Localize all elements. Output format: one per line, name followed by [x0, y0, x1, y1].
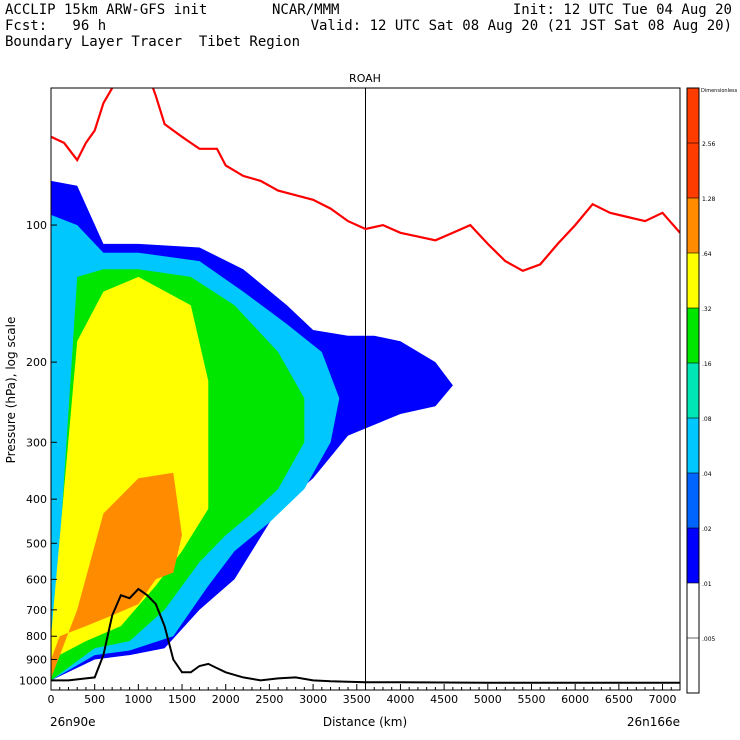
y-tick-label: 700 — [26, 604, 47, 617]
y-tick-label: 300 — [26, 436, 47, 449]
colorbar-level-label: .005 — [702, 636, 716, 643]
colorbar-level-label: .32 — [702, 306, 712, 313]
colorbar-swatch — [687, 363, 699, 418]
colorbar-title: Dimensionless — [701, 88, 738, 94]
x-tick-label: 2500 — [255, 693, 283, 706]
y-tick-label: 600 — [26, 573, 47, 586]
y-tick-label: 1000 — [19, 674, 47, 687]
colorbar-level-label: 2.56 — [702, 141, 716, 148]
x-tick-label: 7000 — [649, 693, 677, 706]
x-tick-label: 4500 — [430, 693, 458, 706]
x-tick-label: 6000 — [561, 693, 589, 706]
y-tick-label: 200 — [26, 356, 47, 369]
y-tick-label: 500 — [26, 537, 47, 550]
y-axis-label: Pressure (hPa), log scale — [4, 317, 18, 464]
chart-title: ROAH — [349, 72, 381, 85]
header-left-line1: ACCLIP 15km ARW-GFS init — [5, 2, 208, 18]
colorbar-level-label: .64 — [702, 251, 712, 258]
colorbar-swatch — [687, 583, 699, 638]
x-tick-label: 6500 — [605, 693, 633, 706]
tracer-region-64 — [51, 472, 182, 679]
x-endpoint-left: 26n90e — [50, 715, 96, 729]
x-endpoint-right: 26n166e — [627, 715, 680, 729]
x-tick-label: 2000 — [212, 693, 240, 706]
y-tick-label: 100 — [26, 219, 47, 232]
plot-area — [51, 88, 680, 690]
colorbar-swatch — [687, 308, 699, 363]
x-tick-label: 500 — [84, 693, 105, 706]
x-tick-label: 4000 — [386, 693, 414, 706]
x-tick-label: 0 — [48, 693, 55, 706]
header-left-line3: Boundary Layer Tracer Tibet Region — [5, 34, 301, 50]
header-right-line2: Valid: 12 UTC Sat 08 Aug 20 (21 JST Sat … — [310, 18, 732, 34]
colorbar-frame — [686, 87, 700, 694]
colorbar-swatch — [687, 473, 699, 528]
header-center-line1: NCAR/MMM — [272, 2, 340, 18]
x-tick-label: 3000 — [299, 693, 327, 706]
colorbar-swatch — [687, 88, 699, 143]
colorbar-swatch — [687, 418, 699, 473]
colorbar-swatch — [687, 143, 699, 198]
colorbar-level-label: .01 — [702, 581, 712, 588]
x-tick-label: 3500 — [343, 693, 371, 706]
colorbar-level-label: .16 — [702, 361, 712, 368]
colorbar-swatch — [687, 528, 699, 583]
colorbar-level-label: .08 — [702, 416, 712, 423]
colorbar-level-label: .02 — [702, 526, 712, 533]
tropopause-line — [51, 88, 680, 273]
x-tick-label: 5500 — [517, 693, 545, 706]
colorbar-swatch — [687, 638, 699, 693]
plot-layer: 0 500 1000 1500 2000 2500 3000 3500 4000 4500 5000… — [19, 87, 681, 706]
y-tick-label: 400 — [26, 493, 47, 506]
terrain-line — [51, 587, 680, 684]
x-axis-label: Distance (km) — [323, 715, 407, 729]
x-tick-label: 1500 — [168, 693, 196, 706]
colorbar: .005 .01 .02 .04 .08 .16 .32 .64 1.28 2.56 Dimensi… — [686, 87, 738, 694]
header-right-line1: Init: 12 UTC Tue 04 Aug 20 — [512, 2, 732, 18]
y-tick-label: 800 — [26, 630, 47, 643]
x-tick-label: 5000 — [474, 693, 502, 706]
header-left-line2: Fcst: 96 h — [5, 18, 107, 34]
colorbar-level-label: 1.28 — [702, 196, 716, 203]
colorbar-swatch — [687, 253, 699, 308]
x-tick-label: 1000 — [124, 693, 152, 706]
colorbar-level-label: .04 — [702, 471, 712, 478]
colorbar-swatch — [687, 198, 699, 253]
y-tick-label: 900 — [26, 654, 47, 667]
